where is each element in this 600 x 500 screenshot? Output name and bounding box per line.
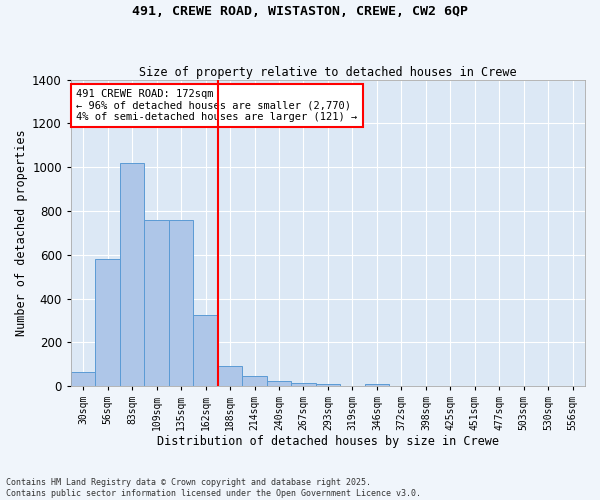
- Bar: [193, 315, 218, 386]
- Bar: [71, 372, 95, 386]
- Bar: [120, 163, 145, 386]
- X-axis label: Distribution of detached houses by size in Crewe: Distribution of detached houses by size …: [157, 434, 499, 448]
- Bar: [242, 376, 267, 386]
- Title: Size of property relative to detached houses in Crewe: Size of property relative to detached ho…: [139, 66, 517, 78]
- Bar: [218, 366, 242, 386]
- Bar: [316, 384, 340, 386]
- Bar: [169, 220, 193, 386]
- Bar: [145, 220, 169, 386]
- Text: 491 CREWE ROAD: 172sqm
← 96% of detached houses are smaller (2,770)
4% of semi-d: 491 CREWE ROAD: 172sqm ← 96% of detached…: [76, 89, 358, 122]
- Bar: [95, 259, 120, 386]
- Text: 491, CREWE ROAD, WISTASTON, CREWE, CW2 6QP: 491, CREWE ROAD, WISTASTON, CREWE, CW2 6…: [132, 5, 468, 18]
- Bar: [365, 384, 389, 386]
- Bar: [291, 383, 316, 386]
- Text: Contains HM Land Registry data © Crown copyright and database right 2025.
Contai: Contains HM Land Registry data © Crown c…: [6, 478, 421, 498]
- Y-axis label: Number of detached properties: Number of detached properties: [15, 130, 28, 336]
- Bar: [267, 380, 291, 386]
